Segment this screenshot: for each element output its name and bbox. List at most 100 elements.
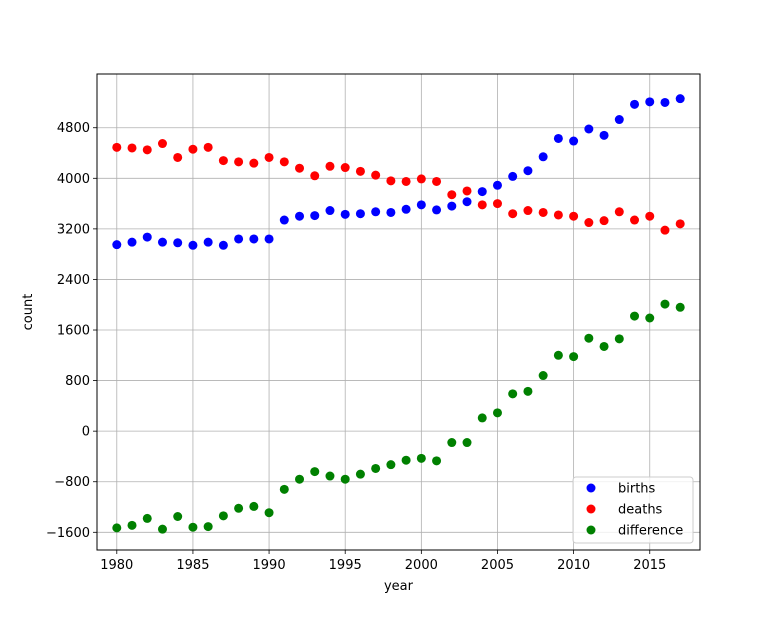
difference-point <box>432 456 442 466</box>
legend-label-births: births <box>618 482 656 497</box>
x-tick-label: 1995 <box>329 558 362 573</box>
births-point <box>553 133 563 143</box>
y-tick-label: 800 <box>65 374 90 389</box>
difference-point <box>477 413 487 423</box>
births-point <box>477 187 487 197</box>
legend-label-difference: difference <box>618 524 683 539</box>
births-point <box>112 240 122 250</box>
difference-point <box>173 511 183 521</box>
deaths-point <box>523 206 533 216</box>
deaths-point <box>401 176 411 186</box>
axis-ticks: 1980 1985 1990 1995 2000 2005 2010 2015 −1600 −80… <box>46 121 666 573</box>
births-point <box>538 152 548 162</box>
x-axis-label: year <box>384 579 414 594</box>
difference-point <box>264 508 274 518</box>
difference-point <box>279 484 289 494</box>
births-point <box>569 136 579 146</box>
deaths-point <box>508 209 518 219</box>
deaths-point <box>630 215 640 225</box>
births-point <box>340 209 350 219</box>
x-tick-label: 2015 <box>633 558 666 573</box>
data-points <box>112 94 685 534</box>
difference-point <box>645 313 655 323</box>
births-point <box>264 234 274 244</box>
deaths-point <box>538 207 548 217</box>
deaths-point <box>447 190 457 200</box>
deaths-point <box>203 142 213 152</box>
difference-point <box>462 438 472 448</box>
y-tick-label: 1600 <box>57 324 90 339</box>
deaths-point <box>614 207 624 217</box>
deaths-point <box>675 219 685 229</box>
births-point <box>173 238 183 248</box>
deaths-point <box>386 176 396 186</box>
births-point <box>599 130 609 140</box>
deaths-point <box>477 200 487 210</box>
births-point <box>218 240 228 250</box>
legend-label-deaths: deaths <box>618 503 663 518</box>
deaths-point <box>310 171 320 181</box>
difference-point <box>523 386 533 396</box>
difference-point <box>569 352 579 362</box>
legend-marker-deaths <box>586 504 596 514</box>
births-point <box>234 234 244 244</box>
deaths-point <box>188 144 198 154</box>
births-point <box>630 99 640 109</box>
births-point <box>295 211 305 221</box>
births-point <box>310 211 320 221</box>
deaths-point <box>416 174 426 184</box>
y-tick-label: −800 <box>54 475 90 490</box>
x-tick-label: 2010 <box>557 558 590 573</box>
difference-point <box>447 438 457 448</box>
difference-point <box>127 520 137 530</box>
difference-point <box>157 524 167 534</box>
births-point <box>675 94 685 104</box>
births-point <box>508 171 518 181</box>
difference-point <box>675 302 685 312</box>
difference-point <box>188 522 198 532</box>
difference-point <box>599 341 609 351</box>
difference-point <box>538 371 548 381</box>
difference-point <box>584 333 594 343</box>
difference-point <box>660 299 670 309</box>
difference-point <box>310 467 320 477</box>
plot-frame <box>96 73 701 551</box>
deaths-point <box>173 152 183 162</box>
difference-point <box>249 501 259 511</box>
difference-point <box>371 463 381 473</box>
difference-point <box>416 453 426 463</box>
difference-point <box>340 474 350 484</box>
deaths-point <box>584 218 594 228</box>
difference-point <box>142 513 152 523</box>
births-point <box>386 207 396 217</box>
births-point <box>416 200 426 210</box>
difference-point <box>614 334 624 344</box>
legend-marker-births <box>586 483 596 493</box>
y-tick-label: 4000 <box>57 172 90 187</box>
y-tick-label: 4800 <box>57 121 90 136</box>
difference-point <box>203 522 213 532</box>
births-point <box>325 206 335 216</box>
births-point <box>188 240 198 250</box>
births-point <box>447 201 457 211</box>
births-point <box>142 232 152 242</box>
y-tick-label: 0 <box>82 425 90 440</box>
deaths-point <box>462 186 472 196</box>
legend-box <box>572 476 694 544</box>
difference-point <box>630 311 640 321</box>
births-point <box>371 207 381 217</box>
deaths-point <box>218 156 228 166</box>
deaths-point <box>157 139 167 149</box>
difference-point <box>112 523 122 533</box>
difference-point <box>401 455 411 465</box>
deaths-point <box>569 211 579 221</box>
plot-background <box>97 74 700 550</box>
deaths-point <box>660 225 670 235</box>
deaths-point <box>492 199 502 209</box>
x-tick-label: 1980 <box>100 558 133 573</box>
births-point <box>614 115 624 125</box>
deaths-point <box>295 163 305 173</box>
births-point <box>645 97 655 107</box>
births-point <box>355 209 365 219</box>
